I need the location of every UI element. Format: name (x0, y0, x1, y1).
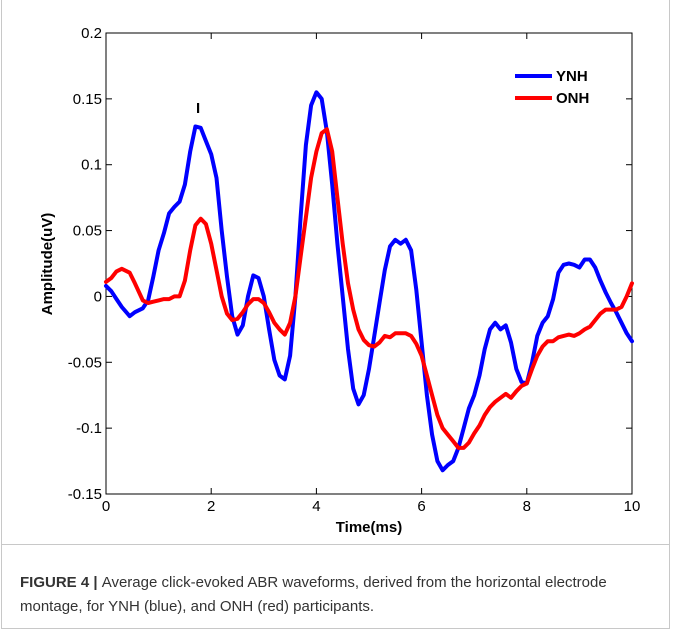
y-tick-label: -0.05 (68, 354, 102, 371)
caption-divider (2, 544, 669, 545)
x-tick-label: 0 (102, 498, 110, 515)
series-line-ynh (104, 90, 634, 473)
abr-line-chart: 0 2 4 6 8 10 -0.15 -0.1 -0.05 0 0.05 0.1 0.15 0.2 I YN… (39, 25, 641, 536)
x-tick-label: 10 (624, 498, 641, 515)
wave-annotation: I (196, 100, 200, 117)
plot-box (105, 32, 633, 495)
y-tick-label: 0.2 (81, 25, 102, 42)
y-tick-label: -0.15 (68, 486, 102, 503)
series-lines (104, 90, 634, 473)
y-axis-label: Amplitude(uV) (39, 213, 56, 316)
y-tick-label: 0 (94, 288, 102, 305)
x-tick-label: 2 (207, 498, 215, 515)
legend: YNH ONH (515, 68, 589, 107)
y-tick-label: 0.15 (73, 91, 102, 108)
y-tick-label: 0.05 (73, 223, 102, 240)
y-tick-label: -0.1 (76, 420, 102, 437)
x-tick-label: 6 (417, 498, 425, 515)
x-tick-label: 8 (523, 498, 531, 515)
figure-caption: FIGURE 4 | Average click-evoked ABR wave… (20, 571, 660, 619)
y-tick-label: 0.1 (81, 157, 102, 174)
legend-label-ynh: YNH (556, 68, 588, 85)
legend-label-onh: ONH (556, 90, 589, 107)
axes: 0 2 4 6 8 10 -0.15 -0.1 -0.05 0 0.05 0.1 0.15 0.2 I (68, 25, 641, 515)
series-line-onh (104, 127, 634, 450)
caption-label: FIGURE 4 (20, 574, 90, 591)
x-tick-label: 4 (312, 498, 320, 515)
x-axis-label: Time(ms) (336, 519, 402, 536)
caption-text: Average click-evoked ABR waveforms, deri… (20, 574, 607, 615)
caption-separator: | (89, 574, 102, 591)
